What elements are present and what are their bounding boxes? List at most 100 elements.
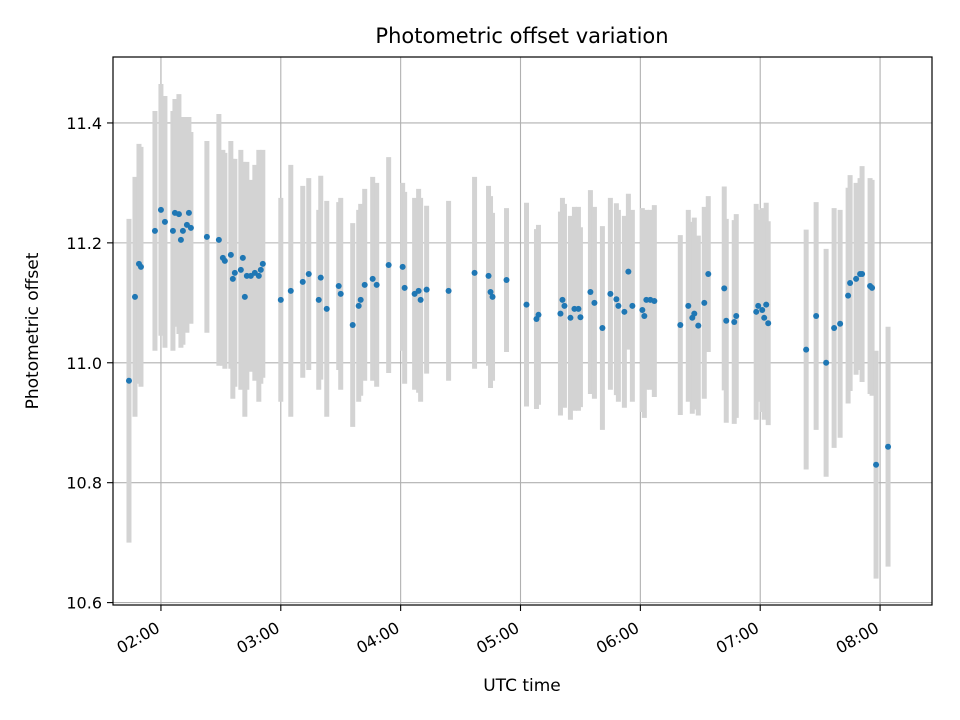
data-point xyxy=(721,285,728,292)
data-point xyxy=(561,302,568,309)
data-point xyxy=(577,314,584,321)
data-point xyxy=(489,293,496,300)
data-point xyxy=(137,263,144,270)
data-point xyxy=(705,271,712,278)
data-point xyxy=(831,325,838,332)
y-axis-label: Photometric offset xyxy=(23,252,43,409)
data-point xyxy=(161,218,168,225)
data-point xyxy=(763,301,770,308)
data-point xyxy=(229,275,236,282)
data-point xyxy=(305,271,312,278)
data-point xyxy=(677,322,684,329)
data-point xyxy=(215,236,222,243)
data-point xyxy=(503,277,510,284)
data-point xyxy=(823,359,830,366)
y-tick-label: 10.8 xyxy=(66,474,102,493)
data-point xyxy=(323,305,330,312)
data-point xyxy=(231,269,238,276)
data-points xyxy=(125,206,892,468)
data-point xyxy=(315,296,322,303)
data-point xyxy=(485,272,492,279)
data-point xyxy=(385,262,392,269)
data-point xyxy=(761,314,768,321)
data-point xyxy=(523,301,530,308)
data-point xyxy=(227,251,234,258)
data-point xyxy=(651,298,658,305)
data-point xyxy=(629,302,636,309)
data-point xyxy=(131,293,138,300)
data-point xyxy=(335,283,342,290)
plot-frame xyxy=(112,56,933,606)
data-point xyxy=(873,461,880,468)
data-point xyxy=(179,227,186,234)
data-point xyxy=(277,296,284,303)
y-tick-label: 11.2 xyxy=(66,234,102,253)
data-point xyxy=(695,322,702,329)
data-point xyxy=(239,254,246,261)
data-point xyxy=(185,209,192,216)
data-point xyxy=(423,286,430,293)
data-point xyxy=(357,296,364,303)
data-point xyxy=(255,272,262,279)
data-point xyxy=(299,278,306,285)
data-point xyxy=(125,377,132,384)
data-point xyxy=(701,299,708,306)
data-point xyxy=(575,305,582,312)
data-point xyxy=(399,263,406,270)
data-point xyxy=(487,289,494,296)
data-point xyxy=(535,311,542,318)
data-point xyxy=(803,346,810,353)
data-point xyxy=(317,274,324,281)
data-point xyxy=(259,260,266,267)
data-point xyxy=(151,227,158,234)
y-tick-label: 10.6 xyxy=(66,594,102,613)
data-point xyxy=(361,281,368,288)
data-point xyxy=(625,268,632,275)
data-point xyxy=(641,313,648,320)
data-point xyxy=(723,317,730,324)
data-point xyxy=(187,224,194,231)
data-point xyxy=(287,287,294,294)
data-point xyxy=(753,308,760,315)
data-point xyxy=(445,287,452,294)
data-point xyxy=(177,236,184,243)
data-point xyxy=(369,275,376,282)
data-point xyxy=(733,313,740,320)
data-point xyxy=(847,280,854,287)
data-point xyxy=(241,293,248,300)
data-point xyxy=(759,307,766,314)
data-point xyxy=(869,284,876,291)
data-point xyxy=(731,319,738,326)
data-point xyxy=(607,290,614,297)
data-point xyxy=(417,296,424,303)
data-point xyxy=(237,266,244,273)
data-point xyxy=(337,290,344,297)
chart-title: Photometric offset variation xyxy=(375,24,668,48)
data-point xyxy=(587,289,594,296)
data-point xyxy=(613,296,620,303)
data-point xyxy=(415,287,422,294)
data-point xyxy=(591,299,598,306)
data-point xyxy=(349,322,356,329)
data-point xyxy=(557,310,564,317)
data-point xyxy=(615,302,622,309)
data-point xyxy=(691,310,698,317)
data-point xyxy=(813,313,820,320)
data-point xyxy=(203,233,210,240)
data-point xyxy=(257,266,264,273)
data-point xyxy=(157,206,164,213)
data-point xyxy=(837,320,844,327)
data-point xyxy=(845,292,852,299)
data-point xyxy=(221,257,228,264)
data-point xyxy=(685,302,692,309)
data-point xyxy=(471,269,478,276)
data-point xyxy=(401,284,408,291)
data-point xyxy=(599,325,606,332)
data-point xyxy=(765,320,772,327)
data-point xyxy=(859,271,866,278)
y-tick-label: 11.4 xyxy=(66,114,102,133)
data-point xyxy=(639,307,646,314)
data-point xyxy=(169,227,176,234)
data-point xyxy=(175,211,182,218)
